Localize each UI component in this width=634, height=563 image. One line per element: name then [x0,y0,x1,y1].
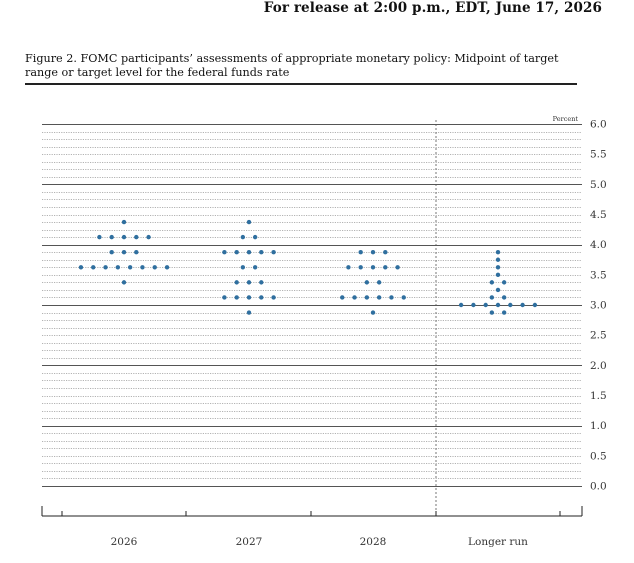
participant-dot [246,280,252,285]
participant-dot [246,310,252,315]
participant-dot [127,265,133,270]
participant-dot [508,302,513,308]
participant-dot [134,250,139,255]
participant-dot [121,250,127,255]
participant-dot [376,280,382,285]
participant-dot [121,234,127,240]
participant-dot [495,257,501,262]
participant-dot [395,265,400,270]
participant-dot [501,280,507,285]
participant-dot [489,295,495,300]
y-tick-label: 1.0 [590,420,607,432]
participant-dot [121,280,127,285]
participant-dot [340,295,345,300]
participant-dot [364,295,370,300]
participant-dot [240,265,246,270]
participant-dot [97,234,102,240]
participant-dot [370,250,376,255]
participant-dot [489,280,495,285]
participant-dot [346,265,351,270]
participant-dot [109,250,114,255]
x-category-label: 2028 [360,536,387,548]
participant-dot [383,250,388,255]
participant-dot [370,265,376,270]
y-axis-unit-label: Percent [553,115,579,123]
release-notice: For release at 2:00 p.m., EDT, June 17, … [263,0,602,16]
participant-dot [358,250,363,255]
participant-dot [234,295,239,300]
participant-dot [495,265,501,270]
participant-dot [495,250,501,255]
participant-dot [389,295,394,300]
participant-dot [259,280,264,285]
participant-dot [532,302,538,308]
x-category-label: 2027 [236,536,263,548]
participant-dot [458,302,464,308]
participant-dot [222,250,227,255]
participant-dot [252,265,258,270]
participant-dot [234,280,239,285]
participant-dot [501,310,507,315]
y-tick-label: 2.5 [590,330,607,342]
participant-dot [240,234,246,240]
y-tick-label: 4.0 [590,239,607,251]
participant-dot [152,265,157,270]
participant-dot [103,265,108,270]
participant-dot [271,295,276,300]
participant-dot [495,302,501,308]
participant-dot [401,295,406,300]
y-tick-label: 0.0 [590,481,607,493]
figure-title: Figure 2. FOMC participants’ assessments… [25,52,559,79]
y-tick-label: 5.5 [590,149,607,161]
participant-dot [121,219,127,225]
participant-dot [495,287,501,293]
participant-dot [370,310,376,315]
y-tick-label: 4.5 [590,209,607,221]
x-category-label: 2026 [111,536,138,548]
participant-dot [495,272,501,278]
y-tick-label: 5.0 [590,179,607,191]
y-tick-label: 3.5 [590,269,607,281]
participant-dot [146,234,151,240]
x-category-label: Longer run [468,536,528,548]
participant-dot [376,295,382,300]
participant-dot [471,302,476,308]
participant-dot [78,265,84,270]
participant-dot [501,295,507,300]
participant-dot [358,265,363,270]
y-tick-label: 0.5 [590,450,607,462]
participant-dot [483,302,488,308]
title-rule [25,83,577,85]
participant-dot [383,265,388,270]
y-tick-label: 1.5 [590,390,607,402]
participant-dot [140,265,145,270]
participant-dot [234,250,239,255]
participant-dot [246,295,252,300]
y-tick-label: 2.0 [590,360,607,372]
participant-dot [352,295,357,300]
participant-dot [246,250,252,255]
y-tick-label: 3.0 [590,300,607,312]
y-tick-label: 6.0 [590,119,607,131]
participant-dot [252,234,258,240]
participant-dot [259,295,264,300]
participant-dot [259,250,264,255]
participant-dot [364,280,370,285]
participant-dot [520,302,525,308]
participant-dot [115,265,121,270]
participant-dot [246,219,252,225]
participant-dot [134,234,139,240]
participant-dot [164,265,170,270]
participant-dot [271,250,276,255]
participant-dot [91,265,96,270]
participant-dot [222,295,227,300]
participant-dot [489,310,495,315]
participant-dot [109,234,114,240]
